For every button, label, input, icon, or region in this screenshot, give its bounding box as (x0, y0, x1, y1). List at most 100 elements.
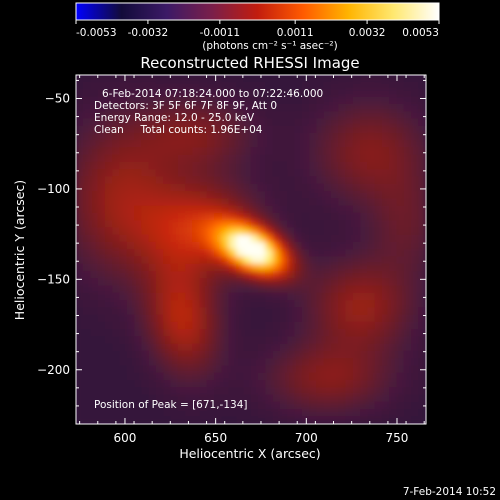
heatmap-cell (134, 191, 142, 199)
heatmap-cell (411, 365, 420, 374)
heatmap-cell (236, 176, 245, 185)
heatmap-cell (199, 278, 208, 287)
heatmap-cell (360, 365, 368, 374)
heatmap-cell (381, 241, 390, 250)
heatmap-cell (330, 125, 339, 134)
heatmap-cell (294, 300, 303, 308)
heatmap-cell (214, 278, 223, 287)
heatmap-cell (338, 111, 347, 119)
heatmap-cell (177, 278, 186, 287)
heatmap-cell (352, 365, 361, 374)
heatmap-cell (338, 118, 347, 127)
heatmap-cell (330, 169, 339, 178)
heatmap-cell (199, 416, 208, 424)
heatmap-cell (82, 263, 91, 272)
heatmap-cell (323, 409, 332, 418)
heatmap-cell (403, 147, 412, 156)
heatmap-cell (301, 409, 310, 418)
heatmap-cell (396, 329, 405, 338)
heatmap-cell (185, 89, 193, 98)
heatmap-cell (411, 416, 420, 424)
heatmap-cell (199, 161, 208, 170)
heatmap-cell (257, 125, 266, 134)
heatmap-cell (177, 169, 186, 178)
heatmap-cell (148, 350, 157, 359)
heatmap-cell (112, 365, 121, 374)
heatmap-cell (316, 118, 325, 127)
heatmap-cell (134, 394, 142, 403)
heatmap-cell (360, 387, 368, 396)
heatmap-cell (243, 89, 252, 98)
heatmap-cell (345, 191, 354, 199)
heatmap-cell (119, 387, 128, 396)
heatmap-cell (301, 198, 310, 207)
heatmap-cell (279, 241, 288, 250)
heatmap-cell (367, 416, 376, 424)
heatmap-cell (126, 154, 135, 163)
heatmap-cell (279, 307, 288, 316)
heatmap-cell (214, 227, 223, 236)
heatmap-cell (148, 227, 157, 236)
heatmap-cell (265, 81, 274, 90)
heatmap-cell (141, 140, 150, 149)
heatmap-cell (389, 307, 398, 316)
heatmap-cell (330, 329, 339, 338)
heatmap-cell (272, 365, 281, 374)
observation-info: 6-Feb-2014 07:18:24.000 to 07:22:46.000 … (94, 88, 323, 136)
heatmap-cell (294, 372, 303, 381)
heatmap-cell (148, 365, 157, 374)
heatmap-cell (148, 96, 157, 105)
heatmap-cell (287, 350, 296, 359)
heatmap-cell (104, 409, 113, 418)
heatmap-cell (185, 321, 193, 330)
heatmap-cell (126, 285, 135, 294)
heatmap-cell (418, 198, 426, 207)
heatmap-cell (345, 234, 354, 243)
heatmap-cell (236, 249, 245, 258)
heatmap-cell (170, 103, 179, 112)
heatmap-cell (338, 220, 347, 228)
heatmap-cell (163, 103, 172, 112)
heatmap-cell (97, 416, 106, 424)
heatmap-cell (323, 140, 332, 149)
heatmap-cell (374, 271, 383, 279)
heatmap-cell (352, 380, 361, 388)
heatmap-cell (265, 307, 274, 316)
heatmap-cell (97, 154, 106, 163)
heatmap-cell (112, 234, 121, 243)
heatmap-cell (330, 278, 339, 287)
heatmap-cell (126, 147, 135, 156)
heatmap-cell (316, 263, 325, 272)
heatmap-cell (418, 234, 426, 243)
heatmap-cell (352, 81, 361, 90)
heatmap-cell (257, 161, 266, 170)
heatmap-cell (418, 205, 426, 214)
heatmap-cell (243, 103, 252, 112)
heatmap-cell (389, 154, 398, 163)
heatmap-cell (214, 154, 223, 163)
heatmap-cell (338, 372, 347, 381)
heatmap-cell (236, 227, 245, 236)
heatmap-cell (163, 227, 172, 236)
heatmap-cell (228, 118, 237, 127)
heatmap-cell (396, 372, 405, 381)
heatmap-cell (418, 75, 426, 83)
heatmap-cell (309, 358, 317, 367)
heatmap-cell (294, 154, 303, 163)
heatmap-cell (155, 89, 164, 98)
heatmap-cell (236, 365, 245, 374)
heatmap-cell (221, 176, 230, 185)
heatmap-cell (345, 307, 354, 316)
heatmap-cell (309, 161, 317, 170)
heatmap-cell (170, 307, 179, 316)
heatmap-cell (352, 343, 361, 352)
heatmap-cell (309, 350, 317, 359)
heatmap-cell (155, 314, 164, 323)
heatmap-cell (141, 292, 150, 301)
heatmap-cell (170, 372, 179, 381)
heatmap-cell (155, 409, 164, 418)
heatmap-cell (338, 161, 347, 170)
heatmap-cell (134, 198, 142, 207)
heatmap-cell (396, 300, 405, 308)
heatmap-cell (134, 336, 142, 345)
